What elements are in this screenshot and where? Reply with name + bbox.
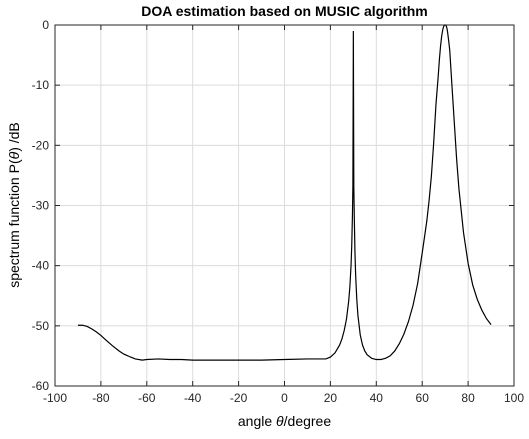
spectrum-series-line: [77, 24, 492, 361]
y-axis-title-prefix: spectrum function P(: [6, 159, 22, 288]
x-tick-label: 0: [281, 391, 288, 405]
y-tick-label: -10: [32, 78, 50, 92]
x-tick-label: -60: [138, 391, 156, 405]
x-axis-title-suffix: /degree: [284, 413, 332, 429]
y-tick-label: -50: [32, 319, 50, 333]
x-tick-label: -80: [92, 391, 110, 405]
x-tick-label: 100: [504, 391, 524, 405]
y-tick-label: -30: [32, 199, 50, 213]
series-layer: [77, 24, 492, 361]
y-axis-title-symbol: θ: [6, 151, 22, 159]
x-tick-label: 80: [461, 391, 475, 405]
x-axis-title: angle θ/degree: [238, 413, 331, 429]
x-tick-label: 60: [416, 391, 430, 405]
x-tick-label: 40: [370, 391, 384, 405]
y-tick-label: -60: [32, 379, 50, 393]
y-tick-label: 0: [42, 18, 49, 32]
y-tick-label: -20: [32, 138, 50, 152]
y-axis-title: spectrum function P(θ) /dB: [6, 122, 22, 288]
y-tick-label: -40: [32, 259, 50, 273]
y-axis-title-suffix: ) /dB: [6, 122, 22, 152]
x-axis-title-prefix: angle: [238, 413, 276, 429]
x-tick-label: 20: [324, 391, 338, 405]
x-tick-label: -100: [43, 391, 67, 405]
tick-layer: -100 -80 -60 -40 -20 0 20 40 60 80 100 0 -10 -20 -30 -4…: [32, 18, 525, 405]
x-axis-title-symbol: θ: [276, 413, 284, 429]
chart-title: DOA estimation based on MUSIC algorithm: [141, 3, 428, 19]
x-tick-label: -40: [184, 391, 202, 405]
x-tick-label: -20: [230, 391, 248, 405]
